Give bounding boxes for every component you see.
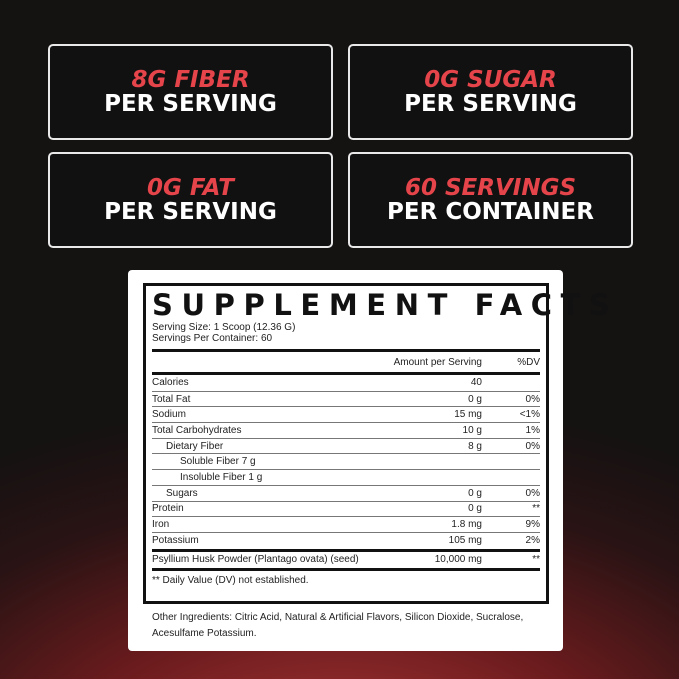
nutrient-name: Soluble Fiber 7 g <box>180 456 256 468</box>
serving-size: Serving Size: 1 Scoop (12.36 G) <box>152 322 296 333</box>
blend-dv: ** <box>532 554 540 566</box>
badge-fat: 0G FAT PER SERVING <box>48 152 333 248</box>
nutrient-dv: 1% <box>525 424 540 436</box>
nutrient-row: Insoluble Fiber 1 g <box>152 469 540 485</box>
nutrient-name: Iron <box>152 519 170 531</box>
nutrient-row: Dietary Fiber 8 g 0% <box>152 437 540 454</box>
badge-highlight: 0G SUGAR <box>424 66 557 93</box>
other-ingredients: Other Ingredients: Citric Acid, Natural … <box>152 612 524 639</box>
supplement-facts-label: SUPPLEMENT FACTS Serving Size: 1 Scoop (… <box>143 283 619 604</box>
badge-servings: 60 SERVINGS PER CONTAINER <box>348 152 633 248</box>
nutrient-row: Sodium 15 mg <1% <box>152 406 540 422</box>
nutrient-dv: 9% <box>525 519 540 531</box>
nutrient-dv: <1% <box>519 409 540 421</box>
nutrient-dv: 0% <box>525 487 540 499</box>
nutrient-amount: 15 mg <box>454 409 482 421</box>
header-dv: %DV <box>517 356 540 368</box>
badge-text: PER CONTAINER <box>387 199 594 225</box>
nutrient-name: Calories <box>152 377 189 389</box>
facts-header: Amount per Serving %DV <box>152 352 540 372</box>
header-amount: Amount per Serving <box>393 356 482 368</box>
badge-sugar: 0G SUGAR PER SERVING <box>348 44 633 140</box>
footnote: ** Daily Value (DV) not established. <box>152 574 309 586</box>
nutrient-name: Total Carbohydrates <box>152 424 242 436</box>
blend-amount: 10,000 mg <box>434 554 482 566</box>
badge-highlight: 0G FAT <box>147 174 234 201</box>
nutrient-name: Insoluble Fiber 1 g <box>180 471 263 483</box>
nutrient-name: Protein <box>152 503 184 515</box>
nutrient-dv: 0% <box>525 393 540 405</box>
badge-highlight: 60 SERVINGS <box>404 174 577 201</box>
blend-name: Psyllium Husk Powder (Plantago ovata) (s… <box>152 554 359 566</box>
nutrient-row: Calories 40 <box>152 375 540 391</box>
nutrient-amount: 40 <box>470 377 482 389</box>
nutrient-row: Sugars 0 g 0% <box>152 484 540 501</box>
nutrient-amount: 105 mg <box>448 534 482 546</box>
nutrient-row: Iron 1.8 mg 9% <box>152 516 540 532</box>
servings-per-container: Servings Per Container: 60 <box>152 333 273 344</box>
nutrient-amount: 1.8 mg <box>451 519 482 531</box>
nutrient-name: Sugars <box>166 487 198 499</box>
nutrient-amount: 10 g <box>462 424 482 436</box>
facts-title: SUPPLEMENT FACTS <box>152 288 619 322</box>
nutrient-row: Protein 0 g ** <box>152 500 540 517</box>
nutrient-dv: 0% <box>525 440 540 452</box>
nutrient-name: Potassium <box>152 534 199 546</box>
nutrient-amount: 0 g <box>468 393 482 405</box>
supplement-facts-panel: SUPPLEMENT FACTS Serving Size: 1 Scoop (… <box>128 270 619 651</box>
badge-text: PER SERVING <box>104 91 277 117</box>
nutrient-row: Total Carbohydrates 10 g 1% <box>152 422 540 438</box>
nutrient-name: Sodium <box>152 409 186 421</box>
badge-fiber: 8G FIBER PER SERVING <box>48 44 333 140</box>
badge-text: PER SERVING <box>404 91 577 117</box>
nutrient-name: Total Fat <box>152 393 191 405</box>
nutrient-dv: 2% <box>525 534 540 546</box>
nutrient-amount: 8 g <box>468 440 482 452</box>
nutrient-dv: ** <box>532 503 540 515</box>
nutrient-amount: 0 g <box>468 487 482 499</box>
badge-text: PER SERVING <box>104 199 277 225</box>
blend-row: Psyllium Husk Powder (Plantago ovata) (s… <box>152 552 540 568</box>
nutrient-amount: 0 g <box>468 503 482 515</box>
nutrient-row: Potassium 105 mg 2% <box>152 531 540 548</box>
nutrient-row: Soluble Fiber 7 g <box>152 453 540 469</box>
nutrient-row: Total Fat 0 g 0% <box>152 390 540 407</box>
nutrient-name: Dietary Fiber <box>166 440 224 452</box>
badge-highlight: 8G FIBER <box>131 66 250 93</box>
